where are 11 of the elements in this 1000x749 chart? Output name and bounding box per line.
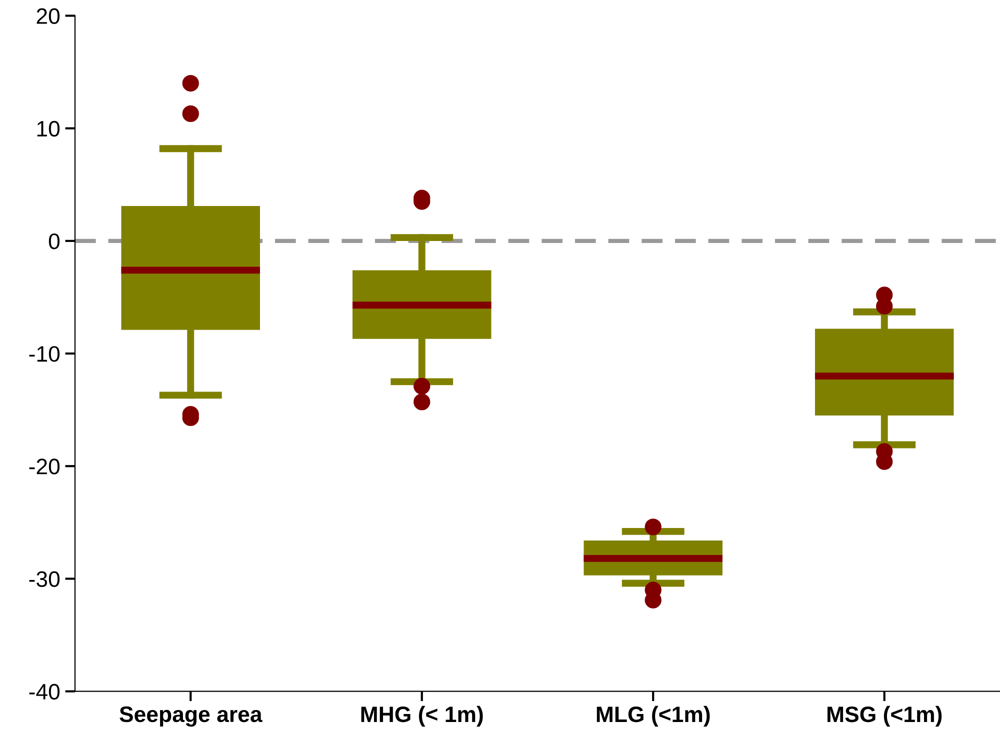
y-tick-label: 20 bbox=[36, 8, 60, 24]
x-tick-label: MSG (<1m) bbox=[828, 706, 942, 727]
y-tick-label: -10 bbox=[29, 346, 60, 362]
x-tick-label: MHG (< 1m) bbox=[361, 706, 483, 727]
y-tick-label: -20 bbox=[29, 458, 60, 474]
y-tick-label: -30 bbox=[29, 571, 60, 587]
y-tick-label: -40 bbox=[29, 684, 60, 700]
y-tick-label: 10 bbox=[37, 120, 60, 137]
x-tick-label: MLG (<1m) bbox=[596, 706, 710, 727]
x-tick-label: Seepage area bbox=[120, 706, 262, 727]
y-tick-label: 0 bbox=[48, 233, 60, 250]
